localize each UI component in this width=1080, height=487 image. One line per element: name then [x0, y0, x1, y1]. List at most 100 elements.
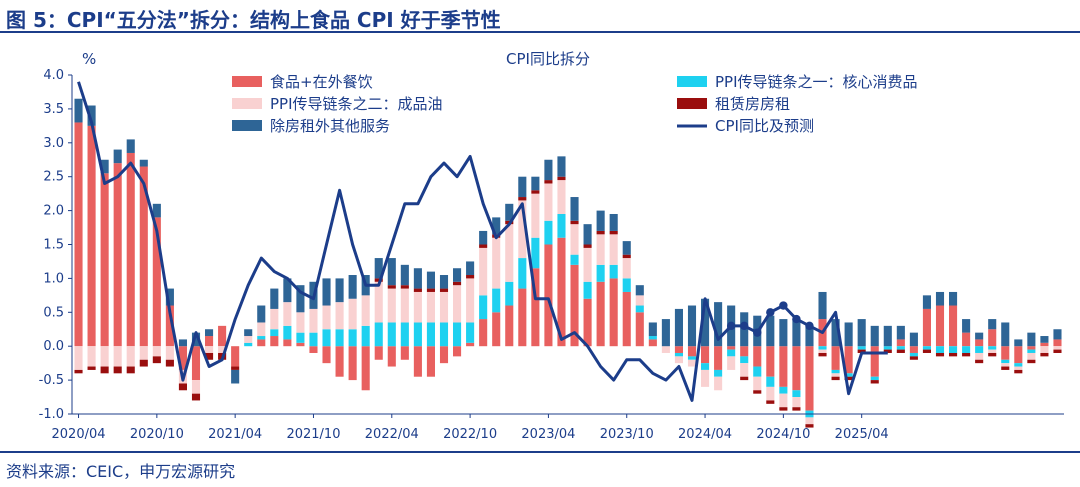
bar-food: [178, 346, 187, 370]
bar-food: [374, 346, 383, 360]
bar-services: [909, 332, 918, 347]
bar-food: [439, 346, 449, 364]
bar-core: [622, 278, 631, 292]
bar-food: [727, 346, 736, 350]
bar-rent: [178, 383, 187, 391]
bar-services: [596, 210, 605, 231]
cpi-point: [766, 308, 775, 317]
bar-food: [896, 339, 905, 347]
bar-food: [805, 346, 814, 411]
x-tick-label: 2022/10: [443, 427, 497, 442]
axes: [71, 75, 1064, 415]
bar-services: [831, 319, 840, 347]
y-tick-label: 2.0: [43, 204, 64, 219]
bar-rent: [74, 369, 83, 374]
bar-core: [244, 342, 253, 347]
bar-core: [439, 322, 449, 347]
bar-rent: [622, 254, 631, 259]
bar-oil: [1014, 366, 1023, 370]
bar-core: [857, 346, 866, 350]
bar-services: [374, 258, 383, 279]
bar-core: [270, 329, 279, 337]
bar-services: [635, 285, 644, 296]
bar-rent: [596, 230, 605, 235]
bar-rent: [883, 349, 892, 353]
bar-rent: [844, 376, 853, 381]
bar-services: [570, 197, 579, 221]
bar-services: [557, 156, 566, 177]
bar-core: [596, 264, 605, 282]
bar-core: [740, 356, 749, 364]
bar-rent: [792, 407, 801, 411]
x-tick-label: 2023/04: [521, 427, 575, 442]
cpi-point: [792, 314, 801, 324]
bar-rent: [557, 176, 566, 181]
bar-rent: [583, 244, 592, 248]
bar-oil: [126, 346, 135, 367]
bar-rent: [1001, 366, 1010, 370]
bar-rent: [935, 352, 945, 357]
bar-services: [922, 295, 931, 309]
bar-food: [792, 346, 801, 391]
bar-services: [687, 305, 697, 347]
bar-oil: [348, 298, 357, 330]
bar-oil: [1040, 346, 1049, 353]
bar-rent: [831, 376, 840, 381]
bar-rent: [100, 366, 109, 374]
x-tick-label: 2021/10: [286, 427, 340, 442]
bar-services: [792, 319, 801, 347]
bar-rent: [1027, 359, 1036, 364]
bar-services: [231, 369, 240, 384]
bar-oil: [374, 281, 383, 323]
bar-core: [348, 329, 357, 347]
bar-services: [100, 159, 109, 174]
legend: 食品+在外餐饮 PPI传导链条之一：核心消费品 PPI传导链条之二：成品油 租赁房房租…: [232, 73, 918, 135]
bar-services: [1001, 322, 1010, 347]
legend-swatch-oil: [232, 98, 262, 109]
bar-services: [244, 329, 253, 337]
bar-core: [779, 386, 788, 394]
bar-food: [205, 336, 214, 347]
bar-oil: [205, 346, 214, 353]
bar-food: [1053, 339, 1062, 347]
bar-core: [844, 373, 853, 377]
bar-food: [400, 346, 409, 360]
bar-core: [727, 349, 736, 357]
bar-core: [766, 376, 775, 387]
bar-rent: [1040, 352, 1049, 357]
bar-rent: [518, 197, 527, 201]
bar-services: [387, 258, 396, 286]
bar-oil: [531, 193, 540, 238]
bar-oil: [453, 285, 462, 323]
bar-core: [753, 366, 762, 377]
bar-oil: [466, 278, 475, 323]
bar-core: [479, 295, 488, 320]
bar-oil: [309, 308, 318, 333]
bar-food: [257, 339, 266, 347]
bar-food: [74, 122, 83, 347]
bar-oil: [818, 349, 827, 353]
bar-oil: [635, 295, 644, 306]
bar-core: [453, 322, 462, 347]
bar-oil: [74, 346, 83, 370]
bar-core: [531, 237, 540, 269]
bar-rent: [413, 288, 422, 292]
bar-oil: [479, 247, 488, 296]
bar-services: [962, 319, 971, 333]
bar-services: [1014, 339, 1023, 347]
bar-food: [922, 308, 931, 347]
bar-services: [426, 271, 435, 289]
y-tick-label: 3.0: [43, 136, 64, 151]
bar-core: [635, 305, 644, 313]
bar-services: [701, 298, 710, 347]
bar-food: [988, 329, 997, 347]
bar-services: [139, 159, 148, 167]
bar-core: [883, 346, 892, 350]
bar-core: [701, 363, 710, 370]
y-tick-label: -0.5: [39, 373, 64, 388]
bar-oil: [544, 183, 553, 221]
bar-rent: [922, 349, 931, 353]
bar-rent: [400, 285, 409, 289]
bar-rent: [909, 356, 918, 360]
legend-label-oil: PPI传导链条之二：成品油: [270, 95, 443, 113]
